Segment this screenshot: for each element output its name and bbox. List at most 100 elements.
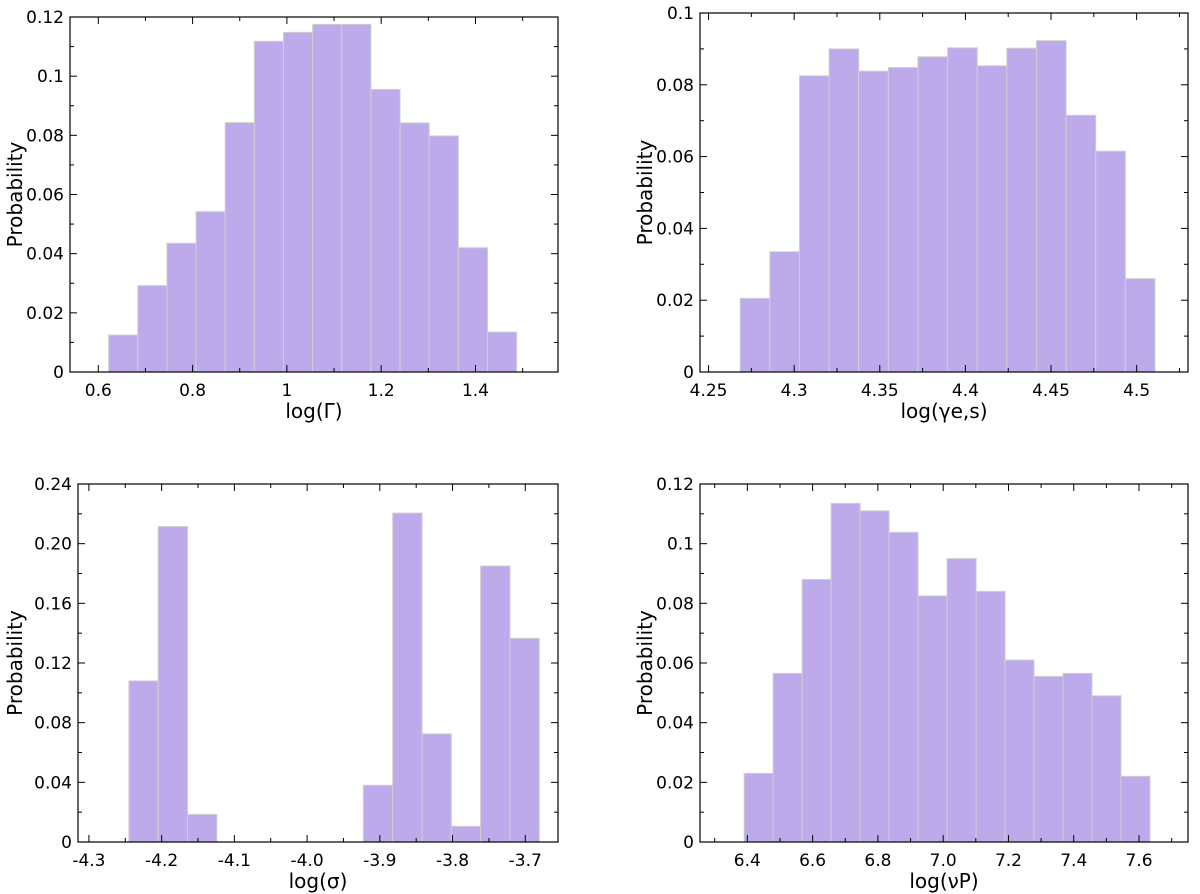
histogram-panel-sigma: -4.3 -4.2 -4.1 -4.0 -3.9 -3.8 -3.7 0 0.04 0.08 0.1…: [3, 475, 559, 893]
y-tick-label: 0.20: [34, 535, 72, 555]
x-axis-label: log(νP): [909, 869, 978, 893]
histogram-bar: [486, 331, 518, 373]
histogram-bar: [157, 526, 189, 843]
histogram-bar: [743, 772, 774, 843]
histogram-bar: [1006, 47, 1037, 373]
y-axis-label: Probability: [633, 610, 657, 716]
histogram-bar: [975, 590, 1006, 843]
y-axis-label: Probability: [3, 141, 27, 247]
histogram-bar: [1124, 278, 1156, 373]
x-tick-label: -3.9: [363, 851, 396, 871]
y-axis-label: Probability: [633, 139, 657, 245]
y-tick-label: 0.1: [667, 535, 694, 555]
histogram-bar: [917, 595, 948, 843]
y-tick-label: 0: [683, 363, 694, 383]
x-tick-label: 1: [281, 381, 292, 401]
y-axis-label: Probability: [3, 610, 27, 716]
histogram-bar: [739, 297, 771, 373]
y-tick-label: 0.08: [34, 714, 72, 734]
y-tick-label: 0.04: [26, 245, 64, 265]
histogram-bar: [1062, 672, 1093, 843]
histogram-bar: [1033, 675, 1064, 843]
histogram-bar: [1095, 150, 1126, 373]
x-axis-label: log(σ): [289, 869, 348, 893]
histogram-bar: [769, 251, 800, 373]
histogram-bar: [253, 40, 284, 373]
histogram-bar: [187, 813, 218, 843]
y-tick-label: 0.12: [26, 8, 64, 28]
y-tick-label: 0.12: [656, 475, 694, 495]
x-tick-label: 4.4: [952, 381, 979, 401]
histogram-bar: [888, 531, 919, 843]
histogram-bar: [392, 512, 423, 843]
x-tick-label: -4.2: [145, 851, 178, 871]
y-tick-label: 0.04: [656, 219, 694, 239]
x-tick-label: -4.3: [72, 851, 105, 871]
x-tick-label: 4.5: [1123, 381, 1150, 401]
y-tick-label: 0.04: [656, 714, 694, 734]
x-tick-label: 6.4: [734, 851, 761, 871]
y-tick-label: 0.06: [656, 654, 694, 674]
y-tick-label: 0: [53, 363, 64, 383]
y-tick-label: 0.1: [37, 67, 64, 87]
histogram-bar: [917, 56, 949, 373]
x-tick-label: 7.2: [995, 851, 1022, 871]
histogram-bar: [772, 672, 803, 843]
y-tick-label: 0.08: [656, 594, 694, 614]
y-tick-label: 0.12: [34, 654, 72, 674]
histogram-bar: [282, 31, 314, 373]
y-tick-label: 0.16: [34, 594, 72, 614]
y-tick-label: 0.1: [667, 4, 694, 24]
histogram-bar: [128, 680, 159, 843]
histogram-bar: [457, 247, 488, 373]
histogram-bar: [1004, 659, 1035, 843]
histogram-bar: [830, 502, 861, 843]
y-tick-label: 0: [683, 833, 694, 853]
histogram-panel-gamma-es: 4.25 4.3 4.35 4.4 4.45 4.5 0 0.02 0.04 0.06 0.08 0.…: [633, 4, 1189, 423]
x-tick-label: 6.8: [864, 851, 891, 871]
x-tick-label: 7.0: [930, 851, 957, 871]
y-tick-label: 0.08: [656, 76, 694, 96]
histogram-bar: [946, 558, 977, 843]
histogram-panel-nu-p: 6.4 6.6 6.8 7.0 7.2 7.4 7.6 0 0.02 0.04 0.06 0.08 0.…: [633, 475, 1189, 893]
x-tick-label: -3.7: [509, 851, 542, 871]
y-tick-label: 0.04: [34, 773, 72, 793]
x-tick-label: 1.2: [368, 381, 395, 401]
histogram-bar: [341, 23, 372, 373]
histogram-bar: [859, 510, 890, 843]
x-tick-label: 4.45: [1032, 381, 1070, 401]
x-tick-label: 7.6: [1126, 851, 1153, 871]
histogram-bar: [312, 23, 343, 373]
y-tick-label: 0: [61, 833, 72, 853]
histogram-bar: [1065, 114, 1097, 373]
x-tick-label: -3.8: [436, 851, 469, 871]
histogram-bar: [858, 70, 889, 373]
y-tick-label: 0.06: [656, 148, 694, 168]
x-tick-label: 1.4: [462, 381, 489, 401]
histogram-bar: [976, 65, 1008, 373]
x-tick-label: 0.6: [85, 381, 112, 401]
histogram-bar: [1120, 775, 1151, 843]
y-tick-label: 0.02: [26, 304, 64, 324]
x-tick-label: 4.35: [861, 381, 899, 401]
y-tick-label: 0.08: [26, 126, 64, 146]
histogram-bar: [887, 67, 919, 373]
histogram-bar: [947, 47, 978, 373]
y-tick-label: 0.24: [34, 475, 72, 495]
x-axis-label: log(γe,s): [900, 399, 987, 423]
histogram-bar: [362, 784, 394, 843]
y-tick-label: 0.02: [656, 773, 694, 793]
histogram-bar: [828, 48, 860, 373]
x-tick-label: -4.1: [218, 851, 251, 871]
histogram-bar: [1091, 695, 1122, 843]
histogram-bar: [509, 637, 540, 843]
histogram-bar: [370, 88, 401, 373]
histogram-bar: [399, 122, 430, 373]
histogram-panel-gamma: 0.6 0.8 1 1.2 1.4 0 0.02 0.04 0.06 0.08 0.1 0.12 log…: [3, 8, 559, 423]
x-tick-label: 0.8: [179, 381, 206, 401]
histogram-bar: [798, 75, 830, 373]
histogram-bar: [421, 733, 452, 843]
x-tick-label: 4.3: [781, 381, 808, 401]
y-tick-label: 0.02: [656, 291, 694, 311]
